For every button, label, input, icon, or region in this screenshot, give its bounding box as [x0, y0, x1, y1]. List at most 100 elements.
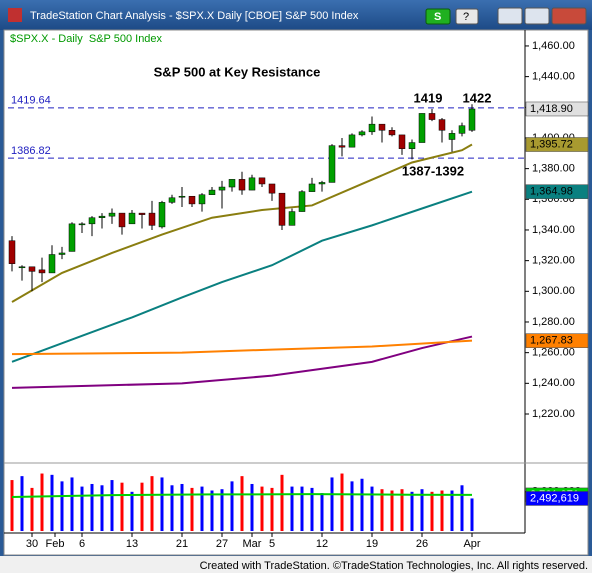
- candle-body: [38, 269, 46, 274]
- candle-body: [338, 145, 346, 148]
- volume-bar: [440, 490, 444, 531]
- x-tick-label: 13: [126, 538, 138, 550]
- candle-body: [318, 182, 326, 185]
- candle-body: [8, 240, 16, 264]
- candle-body: [98, 215, 106, 218]
- volume-bar: [50, 474, 54, 531]
- volume-bar: [10, 480, 14, 531]
- volume-bar: [200, 486, 204, 531]
- candle-body: [348, 134, 356, 148]
- last-value-label: 1,395.72: [530, 138, 573, 150]
- volume-bar: [340, 473, 344, 531]
- volume-bar: [160, 477, 164, 531]
- candle-body: [18, 266, 26, 269]
- candle-body: [88, 217, 96, 225]
- candle-body: [178, 195, 186, 198]
- candle-body: [278, 192, 286, 226]
- x-tick-label: 21: [176, 538, 188, 550]
- x-tick-label: Mar: [243, 538, 262, 550]
- candle-body: [138, 212, 146, 215]
- moving-average: [11, 335, 473, 389]
- volume-bar: [140, 482, 144, 531]
- subtitle: $SPX.X - Daily S&P 500 Index: [10, 33, 163, 45]
- help-button-label: ?: [463, 11, 469, 23]
- last-value-box: [525, 137, 589, 152]
- candle-body: [108, 212, 116, 217]
- moving-average: [11, 339, 473, 356]
- candle-body: [468, 108, 476, 131]
- volume-bar: [410, 491, 414, 531]
- x-tick-label: 12: [316, 538, 328, 550]
- candle-body: [158, 202, 166, 228]
- candle-body: [388, 130, 396, 136]
- volume-bar: [290, 486, 294, 531]
- last-value-label: 1,364.98: [530, 186, 573, 198]
- volume-bar: [420, 489, 424, 531]
- candle-body: [208, 189, 216, 195]
- volume-bar: [460, 485, 464, 531]
- volume-bar: [240, 476, 244, 531]
- candle-body: [378, 123, 386, 131]
- help-button[interactable]: [455, 8, 479, 25]
- footer-bar: [0, 556, 592, 573]
- candle-body: [268, 183, 276, 194]
- volume-bar: [280, 474, 284, 531]
- maximize-button[interactable]: [524, 7, 550, 25]
- volume-bar: [70, 477, 74, 531]
- candle-body: [298, 191, 306, 212]
- candle-body: [198, 194, 206, 205]
- footer: Created with TradeStation. ©TradeStation…: [200, 560, 588, 572]
- annotation: 1387-1392: [402, 163, 464, 178]
- volume-bar: [470, 498, 474, 531]
- s-button[interactable]: [425, 8, 451, 25]
- volume-bar: [190, 487, 194, 531]
- volume-bar: [30, 487, 34, 531]
- x-tick-label: Feb: [46, 538, 65, 550]
- volume-bar: [350, 481, 354, 531]
- candle-body: [248, 177, 256, 191]
- candle-body: [418, 113, 426, 143]
- volume-bar: [170, 485, 174, 531]
- candle-body: [408, 142, 416, 149]
- volume-bar: [20, 476, 24, 531]
- candle-body: [68, 223, 76, 252]
- minimize-button[interactable]: [497, 7, 523, 25]
- x-tick-label: 30: [26, 538, 38, 550]
- x-tick-label: 26: [416, 538, 428, 550]
- volume-bar: [370, 486, 374, 531]
- volume-bar: [100, 485, 104, 531]
- volume-bar: [430, 491, 434, 531]
- candle-body: [78, 223, 86, 226]
- last-value-box: [525, 101, 589, 117]
- last-value-box: [525, 491, 589, 506]
- candle-body: [258, 177, 266, 185]
- close-button[interactable]: [551, 7, 587, 25]
- chart-area: [3, 29, 589, 556]
- candle-body: [128, 212, 136, 225]
- moving-average: [11, 190, 473, 363]
- last-value-label: 1,418.90: [530, 103, 573, 115]
- app-icon: [8, 8, 22, 22]
- y-tick-label: 1,380.00: [532, 163, 575, 175]
- candle-body: [288, 211, 296, 226]
- x-tick-label: 6: [79, 538, 85, 550]
- annotation: 1422: [463, 90, 492, 105]
- chart-title: S&P 500 at Key Resistance: [154, 64, 321, 79]
- volume-bar: [110, 480, 114, 531]
- volume-bar: [320, 493, 324, 531]
- volume-bar: [80, 486, 84, 531]
- y-tick-label: 1,280.00: [532, 316, 575, 328]
- y-tick-label: 1,300.00: [532, 285, 575, 297]
- x-tick-label: 5: [269, 538, 275, 550]
- candle-body: [228, 179, 236, 188]
- candle-body: [308, 183, 316, 192]
- s-button-label: S: [434, 11, 441, 23]
- volume-bar: [40, 473, 44, 531]
- y-tick-label: 1,240.00: [532, 377, 575, 389]
- volume-bar: [330, 477, 334, 531]
- candle-body: [428, 113, 436, 120]
- y-tick-label: 1,320.00: [532, 255, 575, 267]
- y-tick-label: 1,260.00: [532, 347, 575, 359]
- candle-body: [398, 134, 406, 149]
- candle-body: [358, 131, 366, 136]
